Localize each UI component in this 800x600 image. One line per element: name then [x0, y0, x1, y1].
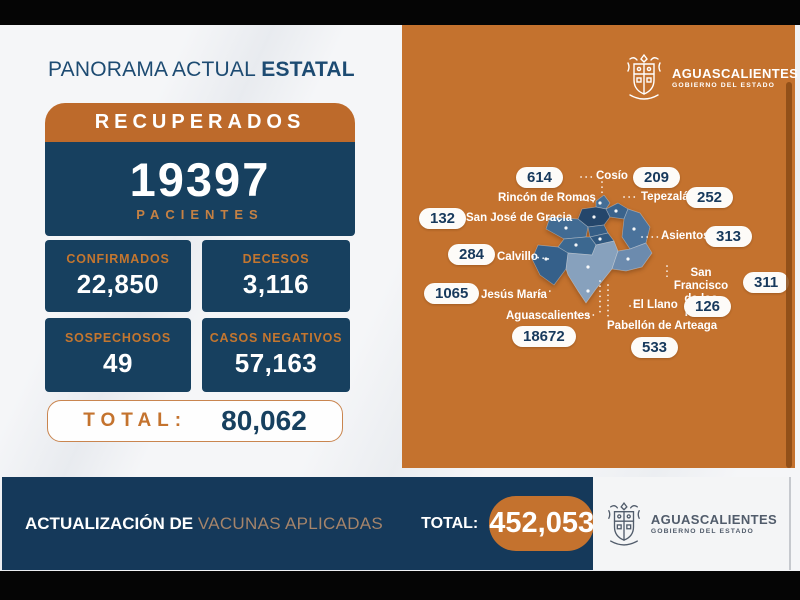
map-region-aguascalientes — [565, 240, 619, 304]
footer-state-logo-name: AGUASCALIENTES — [650, 512, 778, 527]
stat-value: 49 — [103, 348, 133, 378]
page-title-prefix: PANORAMA ACTUAL — [48, 58, 262, 81]
map-region-cosio — [595, 195, 611, 210]
muni-value-cosio: 209 — [633, 167, 681, 188]
muni-value-san-jose-de-gracia: 132 — [419, 208, 467, 229]
stat-card-sospechosos: SOSPECHOSOS 49 — [45, 318, 191, 392]
recovered-value: 19397 — [129, 153, 271, 206]
footer-state-logo-subtitle: GOBIERNO DEL ESTADO — [650, 528, 754, 535]
stat-label: DECESOS — [242, 252, 310, 266]
state-logo: AGUASCALIENTES GOBIERNO DEL ESTADO — [624, 53, 798, 101]
muni-label-san-jose-de-gracia: San José de Gracia — [466, 212, 573, 224]
muni-value-jesus-maria: 1065 — [424, 283, 480, 304]
recovered-card: RECUPERADOS 19397 PACIENTES — [45, 103, 355, 236]
muni-value-tepezala: 252 — [686, 187, 734, 208]
muni-label-aguascalientes: Aguascalientes — [506, 310, 591, 322]
state-logo-text: AGUASCALIENTES GOBIERNO DEL ESTADO — [672, 66, 798, 89]
footer-update-muted: VACUNAS APLICADAS — [197, 513, 384, 533]
recovered-header: RECUPERADOS — [45, 103, 355, 142]
footer-total-label: TOTAL: — [421, 514, 479, 532]
stat-label: CASOS NEGATIVOS — [209, 331, 343, 345]
muni-value-san-francisco-de-los-romo: 311 — [743, 272, 790, 293]
total-summary: TOTAL: 80,062 — [47, 400, 343, 442]
state-crest-icon — [627, 53, 661, 100]
stat-card-decesos: DECESOS 3,116 — [202, 240, 350, 312]
page-title: PANORAMA ACTUAL ESTATAL — [48, 58, 355, 82]
muni-label-cosio: Cosío — [596, 170, 628, 182]
muni-label-tepezala: Tepezalá — [641, 191, 689, 203]
recovered-unit: PACIENTES — [136, 207, 264, 222]
total-label: TOTAL: — [83, 410, 188, 431]
footer-logo-area: AGUASCALIENTES GOBIERNO DEL ESTADO — [593, 477, 789, 570]
muni-value-pabellon-de-arteaga: 533 — [631, 337, 679, 358]
muni-label-calvillo: Calvillo — [497, 251, 538, 263]
total-value: 80,062 — [221, 405, 307, 436]
frame-divider-line — [789, 477, 791, 570]
muni-label-jesus-maria: Jesús María — [481, 289, 547, 301]
muni-label-asientos: Asientos — [661, 230, 710, 242]
muni-value-asientos: 313 — [705, 226, 753, 247]
state-logo-subtitle: GOBIERNO DEL ESTADO — [672, 81, 775, 89]
footer-total-value: 452,053 — [489, 496, 595, 551]
page-title-emphasis: ESTATAL — [261, 58, 355, 81]
panel-scrollbar-thumb[interactable] — [786, 82, 792, 468]
state-crest-icon — [608, 501, 640, 546]
map-region-calvillo — [531, 244, 569, 286]
letterbox-bottom — [0, 571, 800, 600]
state-logo-name: AGUASCALIENTES — [672, 65, 799, 81]
muni-label-el-llano: El Llano — [633, 299, 678, 311]
muni-label-pabellon-de-arteaga: Pabellón de Arteaga — [607, 320, 718, 332]
state-map-panel: AGUASCALIENTES GOBIERNO DEL ESTADO — [402, 25, 798, 468]
aguascalientes-map — [531, 195, 653, 304]
muni-value-calvillo: 284 — [448, 244, 496, 265]
muni-value-rincon-de-romos: 614 — [516, 167, 564, 188]
recovered-body: 19397 PACIENTES — [45, 142, 355, 236]
muni-value-el-llano: 126 — [684, 296, 732, 317]
letterbox-top — [0, 0, 800, 25]
footer-state-logo-text: AGUASCALIENTES GOBIERNO DEL ESTADO — [651, 512, 777, 535]
stat-value: 22,850 — [76, 269, 160, 299]
stat-card-confirmados: CONFIRMADOS 22,850 — [45, 240, 191, 312]
stat-value: 3,116 — [242, 269, 310, 299]
vaccination-footer: ACTUALIZACIÓN DE VACUNAS APLICADAS TOTAL… — [2, 477, 595, 570]
stat-label: SOSPECHOSOS — [64, 331, 172, 345]
stat-card-casos-negativos: CASOS NEGATIVOS 57,163 — [202, 318, 350, 392]
map-region-el-llano — [611, 242, 653, 272]
stat-label: CONFIRMADOS — [66, 252, 170, 266]
stat-value: 57,163 — [234, 348, 318, 378]
muni-label-rincon-de-romos: Rincón de Romos — [498, 192, 596, 204]
footer-update-prefix: ACTUALIZACIÓN DE — [25, 513, 198, 533]
footer-state-logo: AGUASCALIENTES GOBIERNO DEL ESTADO — [605, 501, 777, 547]
map-region-asientos — [621, 208, 651, 250]
footer-update-text: ACTUALIZACIÓN DE VACUNAS APLICADAS — [25, 514, 383, 534]
muni-value-aguascalientes: 18672 — [512, 326, 576, 347]
